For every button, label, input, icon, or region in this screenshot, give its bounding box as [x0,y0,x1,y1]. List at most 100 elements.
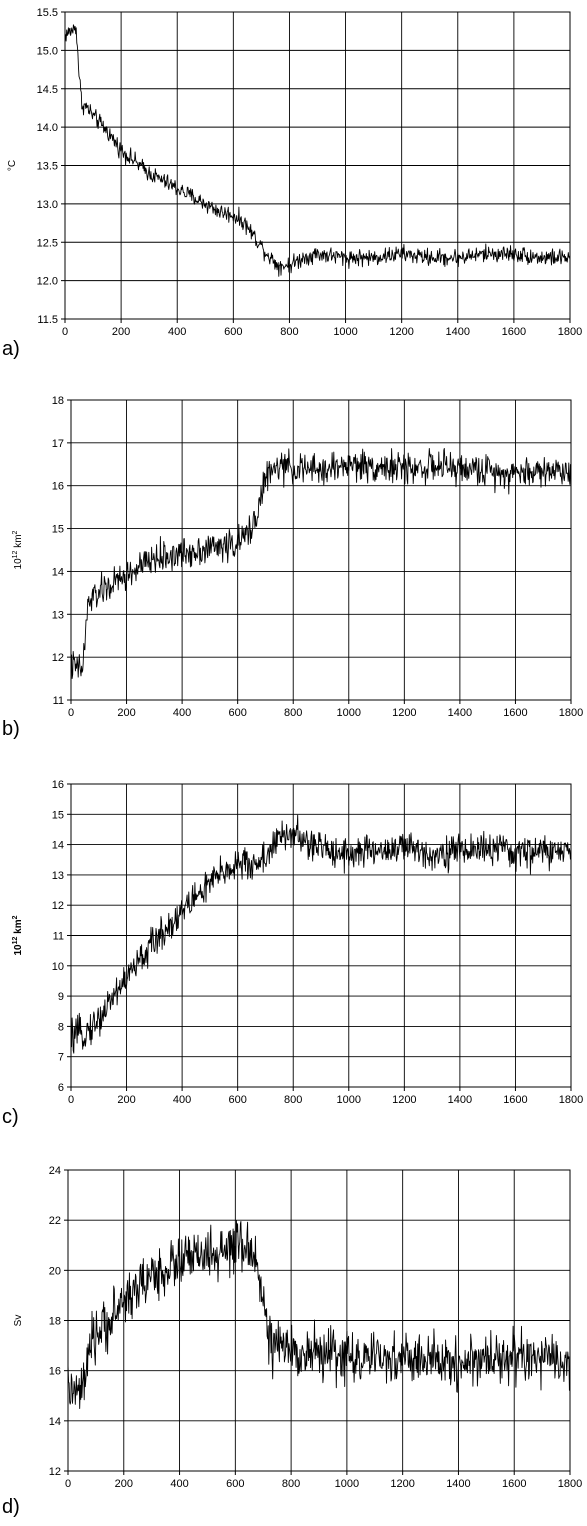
x-tick-label: 400 [168,326,186,338]
y-tick-label: 13 [52,609,64,621]
x-tick-label: 1800 [558,1478,582,1490]
x-tick-label: 0 [62,326,68,338]
chart-panel-a: 0 200 400 600 800 1000 1200 1400 1600 1800 11.5 12.… [2,7,582,360]
x-tick-label: 1000 [335,1478,359,1490]
y-axis-label-base: 10 [13,944,24,956]
x-tick-label: 1400 [448,707,472,719]
y-axis-label-unit: km [13,534,24,550]
y-tick-label: 9 [58,991,64,1003]
data-series-line [70,814,572,1054]
y-tick-label: 12 [52,652,64,664]
y-axis-label-unit-exponent: 2 [12,915,19,919]
x-tick-label: 200 [115,1478,133,1490]
x-tick-label: 1200 [389,326,413,338]
y-axis-label-unit: km [13,919,24,936]
x-tick-label: 1800 [559,707,583,719]
x-tick-label: 600 [228,1094,246,1106]
x-tick-label: 1600 [503,707,527,719]
panel-label: b) [2,718,20,740]
chart-panel-c: 0 200 400 600 800 1000 1200 1400 1600 18006789101… [2,779,583,1128]
y-tick-label: 13.0 [37,199,58,211]
x-tick-label: 1400 [446,326,470,338]
y-axis-label: Sv [13,1315,24,1327]
y-tick-label: 6 [58,1082,64,1094]
x-tick-label: 1600 [503,1094,527,1106]
x-tick-label: 200 [112,326,130,338]
y-axis-label: 1012 km2 [12,915,24,955]
x-tick-label: 1000 [337,707,361,719]
x-tick-label: 0 [65,1478,71,1490]
x-tick-label: 0 [68,707,74,719]
y-tick-label: 13 [52,870,64,882]
x-tick-label: 1400 [448,1094,472,1106]
x-tick-label: 600 [226,1478,244,1490]
plot-frame [70,399,572,701]
y-axis-label-exponent: 12 [12,550,19,558]
panel-label: c) [2,1106,19,1128]
y-axis-label-base: 10 [13,558,24,570]
x-tick-label: 600 [224,326,242,338]
y-tick-label: 14 [52,840,64,852]
y-tick-label: 11 [53,695,64,707]
y-tick-label: 14.5 [37,84,58,96]
chart-panel-b: 0 200 400 600 800 1000 1200 1400 1600 1800 11 12 13 1… [2,395,583,740]
x-tick-label: 1400 [446,1478,470,1490]
data-series-line [70,447,572,679]
x-tick-label: 1000 [333,326,357,338]
x-tick-label: 1200 [392,707,416,719]
y-tick-label: 18 [49,1316,61,1328]
y-tick-label: 16 [52,481,64,493]
x-tick-label: 800 [280,326,298,338]
x-tick-label: 1200 [392,1094,416,1106]
y-tick-label: 14 [52,566,64,578]
y-tick-label: 17 [52,438,64,450]
y-tick-label: 18 [52,395,64,407]
x-tick-label: 1000 [337,1094,361,1106]
y-tick-label: 15.5 [37,7,58,19]
x-tick-label: 1800 [558,326,582,338]
y-tick-label: 20 [49,1265,61,1277]
y-tick-label: 16 [49,1366,61,1378]
x-tick-label: 1600 [502,1478,526,1490]
x-tick-label: 1800 [559,1094,583,1106]
y-tick-label: 13.5 [37,161,58,173]
x-tick-label: 1200 [390,1478,414,1490]
y-tick-label: 11 [53,931,64,943]
x-tick-label: 800 [284,707,302,719]
y-axis-label: 1012 km2 [12,530,24,569]
y-tick-label: 12.5 [37,237,58,249]
y-tick-label: 15.0 [37,45,58,57]
y-axis-label-base: Sv [13,1315,24,1327]
panel-label: a) [2,338,20,360]
y-tick-label: 14.0 [37,122,58,134]
y-tick-label: 15 [52,809,64,821]
y-tick-label: 8 [58,1021,64,1033]
data-series-line [67,1220,571,1409]
x-tick-label: 600 [228,707,246,719]
y-tick-label: 12 [49,1466,61,1478]
y-axis-label-unit-exponent: 2 [12,530,19,534]
y-tick-label: 12.0 [37,276,58,288]
panel-label: d) [2,1496,20,1518]
y-tick-label: 16 [52,779,64,791]
y-tick-label: 11.5 [37,314,58,326]
y-tick-label: 24 [49,1165,61,1177]
y-tick-label: 12 [52,900,64,912]
y-tick-label: 22 [49,1215,61,1227]
y-tick-label: 7 [58,1052,64,1064]
y-tick-label: 14 [49,1416,61,1428]
y-axis-label: °C [7,160,18,171]
chart-panel-d: 0 200 400 600 800 1000 1200 1400 1600 1800 12 14 16 1… [2,1165,582,1518]
y-axis-label-exponent: 12 [12,937,19,945]
x-tick-label: 800 [284,1094,302,1106]
data-series-line [64,24,571,277]
x-tick-label: 400 [173,1094,191,1106]
x-tick-label: 400 [170,1478,188,1490]
y-axis-label-base: °C [7,160,18,171]
x-tick-label: 1600 [502,326,526,338]
y-tick-label: 10 [52,961,64,973]
x-tick-label: 800 [282,1478,300,1490]
x-tick-label: 0 [68,1094,74,1106]
x-tick-label: 400 [173,707,191,719]
